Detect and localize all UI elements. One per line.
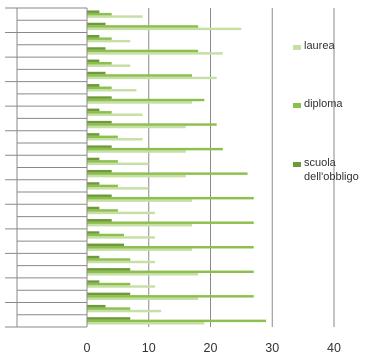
bar-2011-row1-series2 (87, 304, 106, 308)
legend-swatch-0 (293, 45, 301, 50)
legend-label-1-line-0: diploma (304, 98, 343, 110)
bar-2021-donne-series0 (87, 76, 217, 80)
x-tick-label-4: 40 (327, 341, 341, 355)
bar-2019-row1-series0 (87, 113, 143, 116)
bar-2012-donne-series2 (87, 292, 131, 296)
bar-2014-row1-series1 (87, 233, 125, 237)
bar-2012-row1-series1 (87, 282, 131, 286)
bar-2017-row1-series1 (87, 160, 118, 163)
bar-2015-row1-series0 (87, 211, 155, 215)
bar-2013-row1-series0 (87, 260, 155, 264)
bar-2015-row1-series2 (87, 206, 100, 210)
bar-2011-donne-series2 (87, 317, 131, 320)
bar-2015-row1-series1 (87, 209, 118, 212)
bar-2021-donne-series1 (87, 74, 192, 77)
bar-2014-row1-series2 (87, 231, 100, 234)
bar-2019-donne-series1 (87, 123, 217, 126)
bar-2018-row1-series1 (87, 135, 118, 139)
bar-2013-donne-series0 (87, 273, 199, 276)
bar-2016-row1-series2 (87, 182, 100, 185)
bar-2023-donne-series1 (87, 25, 199, 28)
bar-2017-row1-series2 (87, 157, 100, 161)
x-tick-label-1: 10 (142, 341, 156, 355)
bar-2017-donne-series2 (87, 169, 112, 173)
bar-2016-row1-series0 (87, 187, 149, 190)
bar-2013-row1-series2 (87, 255, 100, 259)
bar-2016-row1-series1 (87, 184, 118, 188)
bar-2019-donne-series0 (87, 125, 186, 129)
bar-2022-donne-series0 (87, 52, 223, 55)
bar-2021-donne-series2 (87, 71, 106, 75)
bar-2014-donne-series0 (87, 248, 192, 251)
bar-2019-donne-series2 (87, 120, 112, 124)
bar-2018-row1-series0 (87, 138, 143, 141)
bar-2020-row1-series0 (87, 88, 137, 92)
bar-2020-donne-series2 (87, 96, 112, 99)
bar-2019-row1-series2 (87, 108, 100, 112)
bar-2022-donne-series1 (87, 49, 199, 53)
legend-swatch-1 (293, 103, 301, 108)
bar-2017-row1-series0 (87, 162, 149, 166)
bar-2013-row1-series1 (87, 258, 131, 261)
bar-2011-donne-series1 (87, 319, 267, 323)
bar-2017-donne-series1 (87, 172, 248, 175)
x-tick-label-3: 30 (265, 341, 279, 355)
bar-2019-row1-series1 (87, 111, 112, 114)
legend-label-0-line-0: laurea (304, 40, 335, 52)
bar-2015-donne-series0 (87, 223, 192, 227)
bar-2023-row1-series1 (87, 12, 112, 16)
bar-2020-donne-series0 (87, 101, 192, 104)
bar-2023-donne-series0 (87, 27, 242, 31)
bar-2013-donne-series2 (87, 268, 131, 271)
bar-2012-row1-series0 (87, 285, 155, 288)
bar-2018-row1-series2 (87, 133, 100, 136)
bar-2012-donne-series1 (87, 295, 254, 298)
bar-2018-donne-series1 (87, 147, 223, 151)
bar-2023-row1-series0 (87, 15, 143, 18)
bar-2017-donne-series0 (87, 174, 186, 178)
bar-2022-row1-series2 (87, 34, 100, 38)
bar-2018-donne-series2 (87, 145, 112, 148)
bar-2021-row1-series2 (87, 59, 100, 62)
legend-label-0: laurea (304, 40, 335, 52)
bar-2022-row1-series1 (87, 37, 112, 40)
bar-2011-donne-series0 (87, 322, 205, 325)
bar-2023-donne-series2 (87, 22, 106, 26)
bar-2011-row1-series1 (87, 307, 131, 310)
bar-2020-row1-series2 (87, 84, 100, 87)
bar-2011-row1-series0 (87, 309, 162, 313)
legend-label-2: scuola dell'obbligo (304, 157, 359, 183)
x-tick-label-0: 0 (84, 341, 91, 355)
bar-2021-row1-series1 (87, 61, 112, 65)
x-tick-label-2: 20 (204, 341, 218, 355)
bar-2018-donne-series0 (87, 150, 186, 153)
legend-swatch-2 (293, 162, 301, 167)
bar-2022-row1-series0 (87, 39, 131, 43)
legend-label-1: diploma (304, 98, 343, 110)
legend-label-2-line-1: dell'obbligo (304, 171, 359, 183)
bar-2016-donne-series0 (87, 199, 192, 202)
bar-2022-donne-series2 (87, 47, 106, 50)
bar-2012-row1-series2 (87, 280, 100, 283)
bar-2016-donne-series2 (87, 194, 112, 197)
bar-2015-donne-series1 (87, 221, 254, 224)
bar-2012-donne-series0 (87, 297, 199, 301)
bar-2014-donne-series1 (87, 246, 254, 249)
bar-2014-row1-series0 (87, 236, 155, 239)
bar-2023-row1-series2 (87, 10, 100, 13)
bar-2020-row1-series1 (87, 86, 112, 89)
bar-2013-donne-series1 (87, 270, 254, 274)
bar-2016-donne-series1 (87, 196, 254, 200)
bar-2020-donne-series1 (87, 98, 205, 102)
bar-2021-row1-series0 (87, 64, 131, 67)
bar-2015-donne-series2 (87, 219, 112, 222)
legend-label-2-line-0: scuola (304, 157, 337, 169)
bar-2014-donne-series2 (87, 243, 125, 247)
